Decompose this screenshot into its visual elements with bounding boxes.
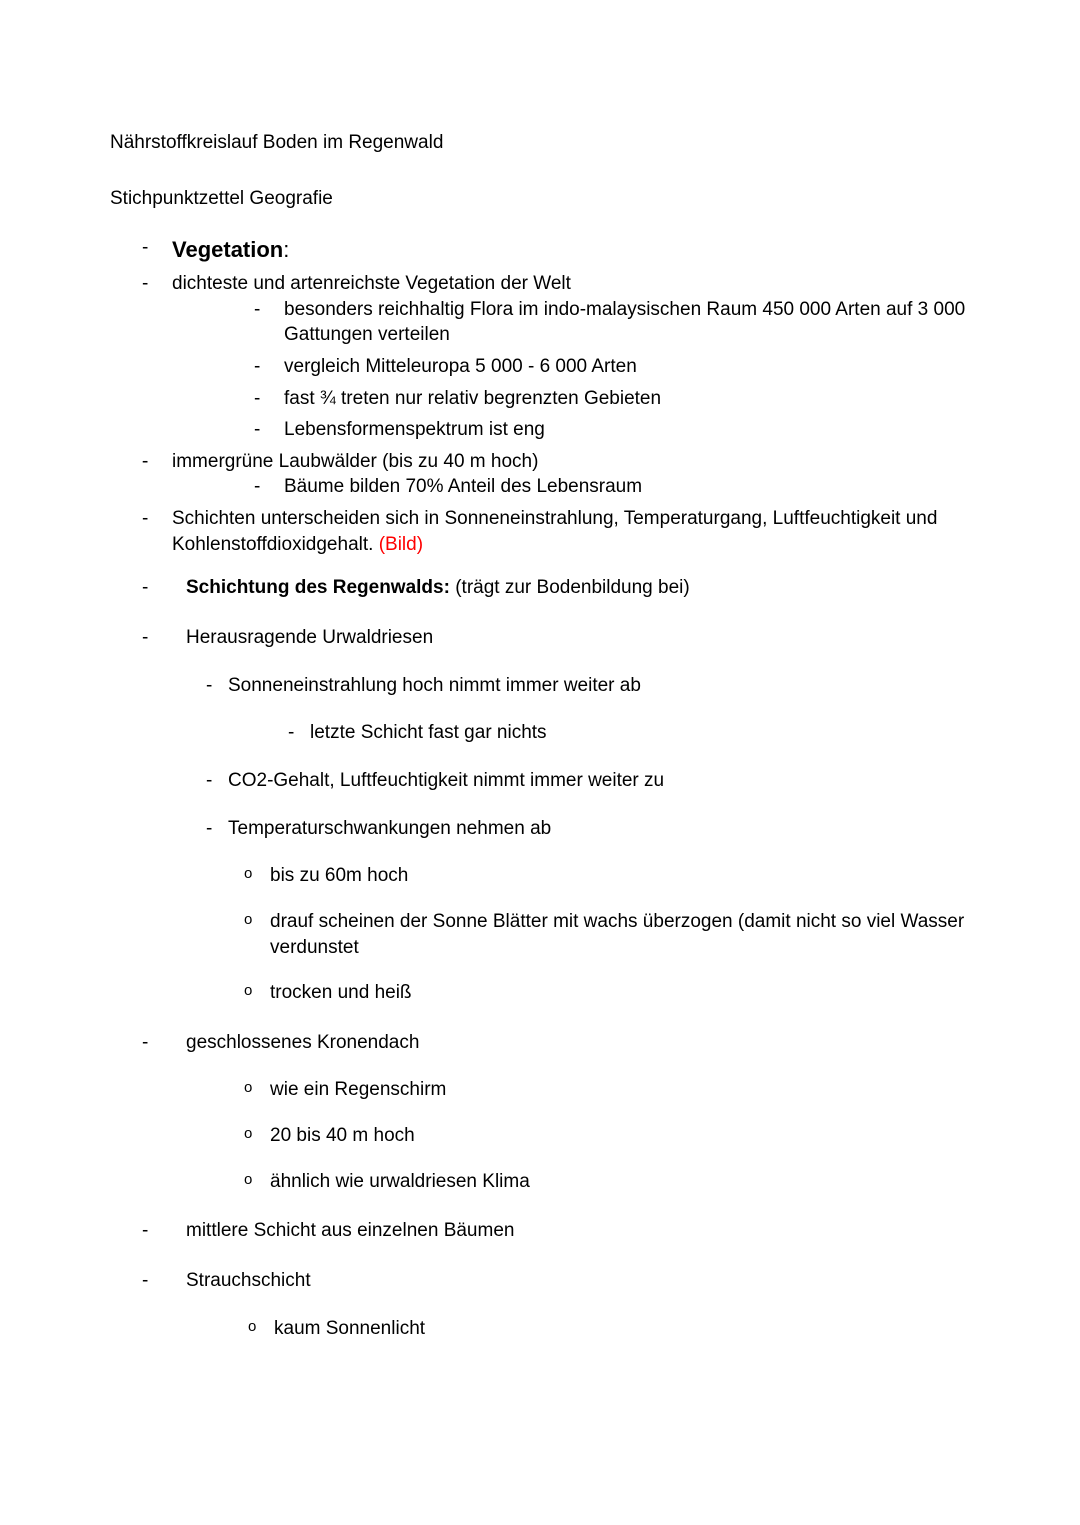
list-item: kaum Sonnenlicht	[234, 1316, 970, 1342]
vegetation-heading-text: Vegetation	[172, 237, 283, 262]
list-item: vergleich Mitteleuropa 5 000 - 6 000 Art…	[234, 354, 970, 380]
item-text: Temperaturschwankungen nehmen ab	[228, 818, 551, 839]
list-item: trocken und heiß	[230, 980, 970, 1006]
list-item: Bäume bilden 70% Anteil des Lebensraum	[234, 474, 970, 500]
circle-list: bis zu 60m hoch drauf scheinen der Sonne…	[230, 863, 970, 1006]
item-text: drauf scheinen der Sonne Blätter mit wac…	[270, 911, 964, 958]
list-item: Schichten unterscheiden sich in Sonnenei…	[122, 506, 970, 557]
item-text: wie ein Regenschirm	[270, 1079, 446, 1100]
item-text: 20 bis 40 m hoch	[270, 1125, 415, 1146]
item-text: fast ¾ treten nur relativ begrenzten Geb…	[284, 388, 661, 409]
item-text: Bäume bilden 70% Anteil des Lebensraum	[284, 476, 642, 497]
mittlere-item: mittlere Schicht aus einzelnen Bäumen	[122, 1218, 970, 1244]
kronendach-item: geschlossenes Kronendach wie ein Regensc…	[122, 1030, 970, 1195]
item-text: mittlere Schicht aus einzelnen Bäumen	[172, 1220, 514, 1241]
vegetation-heading-item: Vegetation:	[122, 235, 970, 265]
sub-item: Temperaturschwankungen nehmen ab	[206, 816, 970, 842]
strauchschicht-item: Strauchschicht kaum Sonnenlicht	[122, 1268, 970, 1341]
circle-list: wie ein Regenschirm 20 bis 40 m hoch ähn…	[230, 1077, 970, 1194]
list-item: fast ¾ treten nur relativ begrenzten Geb…	[234, 386, 970, 412]
list-item: besonders reichhaltig Flora im indo-mala…	[234, 297, 970, 348]
list-item: Lebensformenspektrum ist eng	[234, 417, 970, 443]
item-text: dichteste und artenreichste Vegetation d…	[172, 273, 571, 294]
item-text: bis zu 60m hoch	[270, 865, 408, 886]
item-text: Herausragende Urwaldriesen	[172, 627, 433, 648]
urwaldriesen-item: Herausragende Urwaldriesen Sonneneinstra…	[122, 625, 970, 1006]
schichtung-bold: Schichtung des Regenwalds:	[186, 577, 455, 598]
sub-sub-item: letzte Schicht fast gar nichts	[288, 720, 970, 746]
main-list: Vegetation: dichteste und artenreichste …	[122, 235, 970, 1341]
item-text: ähnlich wie urwaldriesen Klima	[270, 1171, 530, 1192]
document-subtitle: Stichpunktzettel Geografie	[110, 186, 970, 212]
item-text: Lebensformenspektrum ist eng	[284, 419, 545, 440]
item-text: Sonneneinstrahlung hoch nimmt immer weit…	[228, 675, 641, 696]
schichtung-item: Schichtung des Regenwalds: (trägt zur Bo…	[122, 575, 970, 601]
list-item: immergrüne Laubwälder (bis zu 40 m hoch)…	[122, 449, 970, 500]
item-text: kaum Sonnenlicht	[274, 1318, 425, 1339]
item-text: besonders reichhaltig Flora im indo-mala…	[284, 299, 965, 346]
list-item: 20 bis 40 m hoch	[230, 1123, 970, 1149]
list-item: ähnlich wie urwaldriesen Klima	[230, 1169, 970, 1195]
item-text: Strauchschicht	[172, 1270, 311, 1291]
circle-list: kaum Sonnenlicht	[234, 1316, 970, 1342]
document-title: Nährstoffkreislauf Boden im Regenwald	[110, 130, 970, 156]
item-text: vergleich Mitteleuropa 5 000 - 6 000 Art…	[284, 356, 637, 377]
sublist: besonders reichhaltig Flora im indo-mala…	[234, 297, 970, 443]
sub-item: CO2-Gehalt, Luftfeuchtigkeit nimmt immer…	[206, 768, 970, 794]
item-text: letzte Schicht fast gar nichts	[310, 722, 547, 743]
item-text: geschlossenes Kronendach	[172, 1032, 419, 1053]
list-item: drauf scheinen der Sonne Blätter mit wac…	[230, 909, 970, 960]
list-item: dichteste und artenreichste Vegetation d…	[122, 271, 970, 443]
item-text: immergrüne Laubwälder (bis zu 40 m hoch)	[172, 451, 538, 472]
bild-label: (Bild)	[379, 534, 423, 555]
item-text: trocken und heiß	[270, 982, 412, 1003]
list-item: bis zu 60m hoch	[230, 863, 970, 889]
item-text: Schichten unterscheiden sich in Sonnenei…	[172, 508, 937, 555]
sub-item: Sonneneinstrahlung hoch nimmt immer weit…	[206, 673, 970, 746]
sublist: Bäume bilden 70% Anteil des Lebensraum	[234, 474, 970, 500]
item-text: CO2-Gehalt, Luftfeuchtigkeit nimmt immer…	[228, 770, 664, 791]
vegetation-colon: :	[283, 237, 289, 262]
schichtung-rest: (trägt zur Bodenbildung bei)	[455, 577, 689, 598]
list-item: wie ein Regenschirm	[230, 1077, 970, 1103]
